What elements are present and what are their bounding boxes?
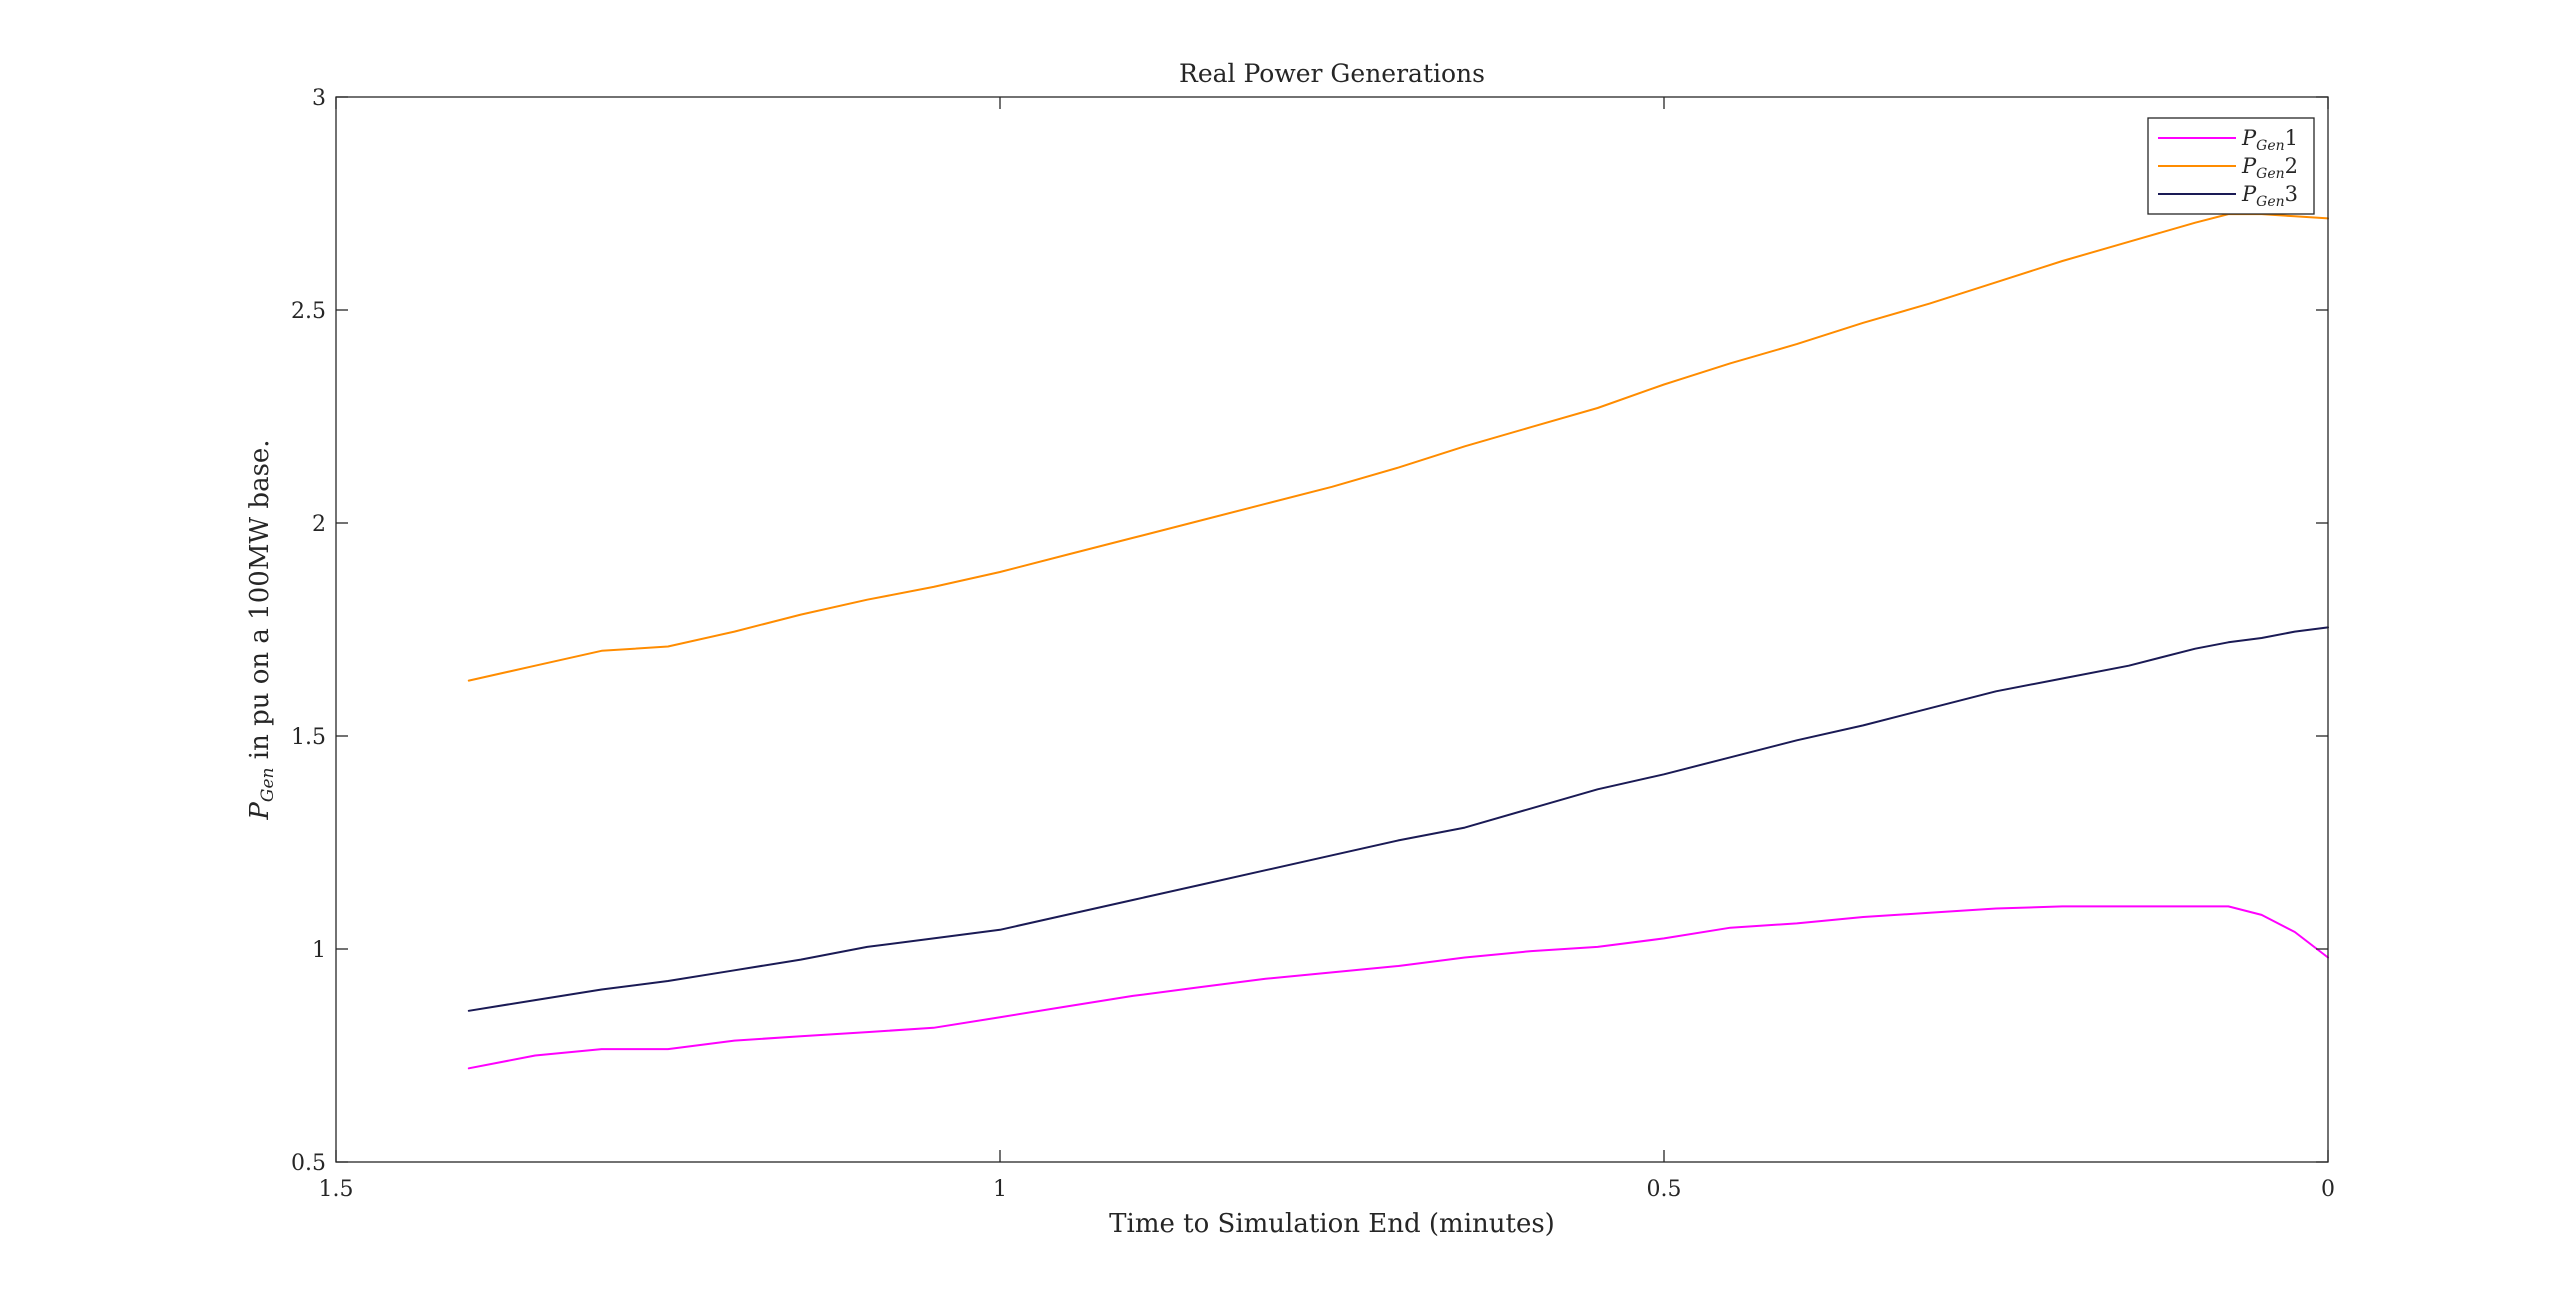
x-tick-label: 1 [993,1177,1007,1202]
y-axis-label-text: in pu on a 100MW base. [245,439,275,767]
legend-label-symbol: P [2241,126,2257,150]
legend-label-symbol: P [2241,154,2257,178]
x-tick-label: 1.5 [319,1177,354,1202]
axes-box [335,96,2329,1163]
y-axis-label: PGen in pu on a 100MW base. [245,439,278,820]
legend-label-number: 3 [2285,182,2298,206]
y-axis-label-symbol: P [245,802,275,821]
y-tick-label: 2 [312,512,326,537]
y-axis-ticks: 0.5 1 1.5 2 2.5 3 [291,86,2328,1176]
x-tick-label: 0.5 [1647,1177,1682,1202]
legend-label-2: PGen2 [2241,154,2298,182]
chart-title: Real Power Generations [1179,59,1485,88]
legend-label-number: 1 [2285,126,2298,150]
y-axis-label-subscript: Gen [258,767,278,802]
y-tick-label: 1.5 [291,725,326,750]
series-line-1 [467,905,2329,1070]
x-tick-label: 0 [2321,1177,2335,1202]
series-line-3 [467,626,2329,1012]
legend-label-subscript: Gen [2256,194,2285,210]
legend-label-symbol: P [2241,182,2257,206]
y-tick-label: 2.5 [291,299,326,324]
legend-label-subscript: Gen [2256,138,2285,154]
x-axis-label: Time to Simulation End (minutes) [1109,1209,1555,1239]
legend-label-subscript: Gen [2256,166,2285,182]
plot-background [336,97,2328,1162]
legend-label-1: PGen1 [2241,126,2298,154]
y-tick-label: 0.5 [291,1151,326,1176]
series-line-2 [467,213,2329,682]
y-tick-label: 1 [312,938,326,963]
series-lines [467,213,2329,1070]
x-axis-ticks: 1.5 1 0.5 0 [319,97,2335,1202]
y-tick-label: 3 [312,86,326,111]
legend-label-number: 2 [2285,154,2298,178]
legend-label-3: PGen3 [2241,182,2298,210]
plot-area: 1.5 1 0.5 0 0.5 1 1.5 2 2.5 3 [291,86,2335,1202]
